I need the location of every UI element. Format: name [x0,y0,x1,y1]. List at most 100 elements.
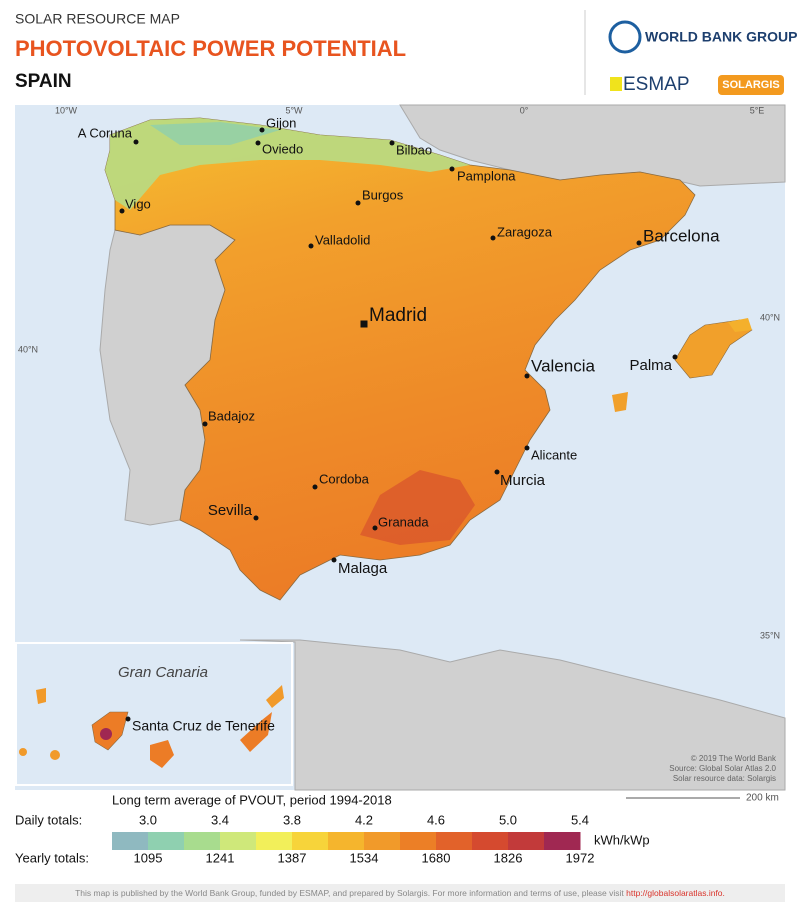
yearly-tick-label: 1534 [350,850,379,865]
legend-swatch [112,832,149,850]
city-dot [259,127,265,133]
daily-tick-label: 5.4 [571,812,589,827]
city-dot [308,243,314,249]
footer-text: This map is published by the World Bank … [75,888,624,898]
yearly-tick-label: 1387 [278,850,307,865]
city-label: Valencia [531,356,595,375]
yearly-tick-label: 1680 [422,850,451,865]
legend-swatch [292,832,329,850]
legend-swatch [256,832,293,850]
graticule-label: 40°N [18,344,38,354]
legend-swatch [400,832,437,850]
city-label: Cordoba [319,471,370,486]
city-label: Oviedo [262,141,303,156]
graticule-label: 0° [520,105,529,115]
footer-link[interactable]: http://globalsolaratlas.info. [626,888,725,898]
subtitle: SOLAR RESOURCE MAP [15,11,180,27]
city-label: Granada [378,514,429,529]
yearly-tick-label: 1826 [494,850,523,865]
city-dot [202,421,208,427]
city-label: Badajoz [208,408,255,423]
legend-swatch [328,832,365,850]
fuerteventura [240,712,272,752]
yearly-tick-label: 1972 [566,850,595,865]
southeast-zone [360,470,475,545]
map-sheet: SOLAR RESOURCE MAP PHOTOVOLTAIC POWER PO… [15,10,797,865]
esmap-logo: ESMAP [623,74,690,95]
city-dot [312,484,318,490]
city-dot [253,515,259,521]
city-label: Gijon [266,115,296,130]
teide [100,728,112,740]
country: SPAIN [15,71,72,92]
daily-tick-label: 3.4 [211,812,229,827]
lanzarote [266,685,284,708]
la-gomera [50,750,60,760]
legend-unit: kWh/kWp [594,832,650,847]
daily-label: Daily totals: [15,812,82,827]
yearly-label: Yearly totals: [15,850,89,865]
capital-marker [360,320,368,328]
city-dot [119,208,125,214]
legend-swatch [436,832,473,850]
daily-tick-label: 3.8 [283,812,301,827]
city-label: Sevilla [208,502,253,519]
city-dot [331,557,337,563]
graticule-label: 5°W [285,105,303,115]
city-dot [524,445,530,451]
wb-globe [608,20,642,54]
la-palma [36,688,46,704]
city-label: A Coruna [78,125,133,140]
city-label: Murcia [500,472,546,489]
daily-tick-label: 3.0 [139,812,157,827]
yearly-tick-label: 1241 [206,850,235,865]
graticule-label: 40°N [760,312,780,322]
legend-swatch [220,832,257,850]
daily-tick-label: 5.0 [499,812,517,827]
footer: This map is published by the World Bank … [15,884,785,902]
city-dot [125,716,131,722]
solargis-badge [718,75,784,95]
city-dot [255,140,261,146]
gran-canaria [150,740,174,768]
legend-swatch [148,832,185,850]
title: PHOTOVOLTAIC POWER POTENTIAL [15,36,406,61]
solargis-logo: SOLARGIS [722,79,779,91]
esmap-mark [610,77,622,91]
city-dot [372,525,378,531]
menorca [728,318,752,332]
city-dot [672,354,678,360]
graticule-label: 35°N [760,630,780,640]
city-dot [389,140,395,146]
city-label: Alicante [531,447,577,462]
inset-title: Gran Canaria [118,664,208,681]
legend-swatch [508,832,545,850]
credit-line: Solar resource data: Solargis [673,774,776,783]
inset-city: Santa Cruz de Tenerife [132,718,275,734]
legend-title: Long term average of PVOUT, period 1994-… [112,792,392,807]
city-dot [133,139,139,145]
yearly-tick-label: 1095 [134,850,163,865]
spain [104,117,696,601]
ibiza [612,392,628,412]
map: Gran Canaria Santa Cruz de Tenerife 200 … [15,104,786,804]
city-label: Malaga [338,560,388,577]
city-dot [636,240,642,246]
city-label: Pamplona [457,168,516,183]
city-dot [355,200,361,206]
city-label: Palma [629,357,672,374]
city-label: Bilbao [396,142,432,157]
north-wet-zone [150,122,280,145]
wb-logo: WORLD BANK GROUP [645,29,797,45]
city-label: Barcelona [643,226,720,245]
graticule-label: 5°E [750,105,765,115]
el-hierro [19,748,27,756]
legend-swatch [472,832,509,850]
africa [239,639,786,791]
city-dot [449,166,455,172]
credit-line: Source: Global Solar Atlas 2.0 [669,764,776,773]
scale-label: 200 km [746,793,779,804]
credit-line: © 2019 The World Bank [691,754,777,763]
graticule-label: 10°W [55,105,78,115]
